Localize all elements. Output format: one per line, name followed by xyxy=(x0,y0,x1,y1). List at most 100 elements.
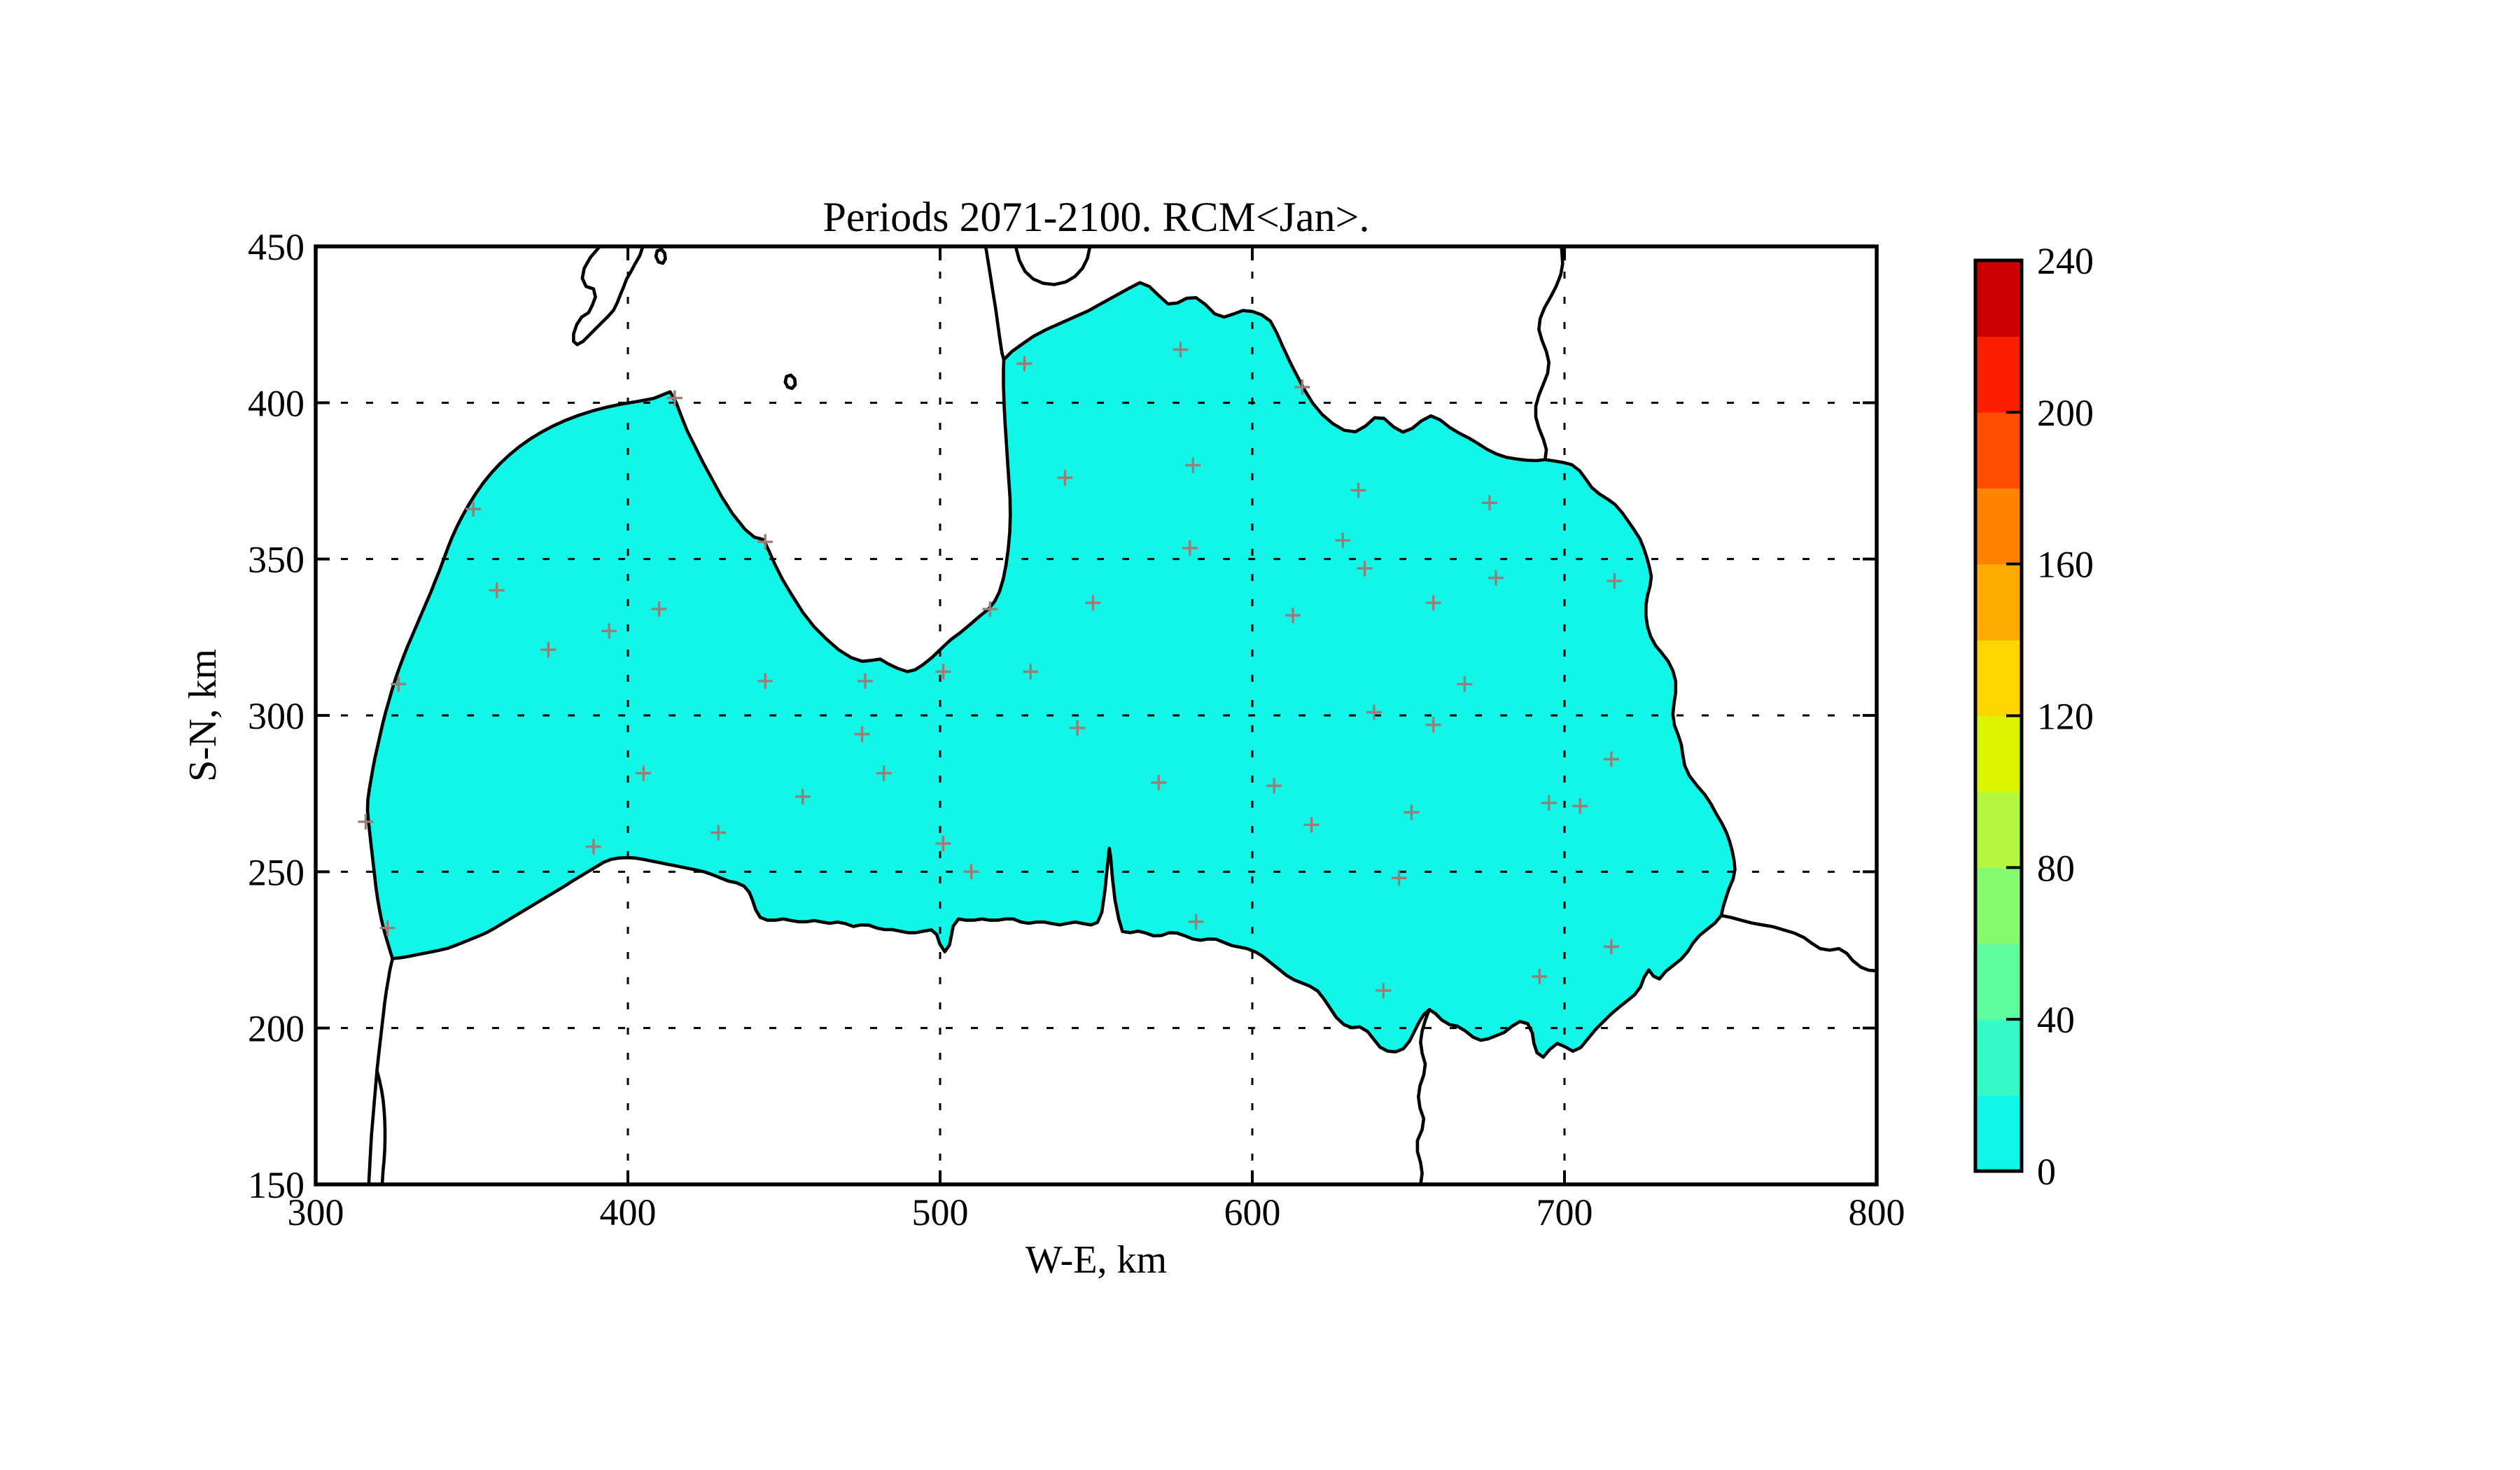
colorbar-segment xyxy=(1975,943,2022,1020)
colorbar-tick-label: 40 xyxy=(2037,999,2075,1041)
colorbar-segment xyxy=(1975,260,2022,337)
rcm-grid-marker xyxy=(935,664,951,680)
y-tick-labels: 150 200 250 300 350 400 450 xyxy=(248,226,304,1206)
y-tick-label: 350 xyxy=(248,539,304,581)
small-islet-outline xyxy=(654,248,667,265)
rcm-grid-marker xyxy=(1488,570,1504,586)
y-axis-label: S-N, km xyxy=(181,649,225,782)
rcm-grid-marker xyxy=(585,839,601,855)
colorbar-tick-label: 120 xyxy=(2037,696,2094,738)
y-tick-label: 200 xyxy=(248,1008,304,1050)
rcm-grid-marker xyxy=(358,813,374,830)
rcm-grid-marker xyxy=(636,765,652,781)
rcm-grid-marker xyxy=(1350,482,1366,498)
estonia-russia-border xyxy=(1534,246,1564,461)
rcm-grid-marker xyxy=(1425,595,1441,611)
rcm-grid-marker xyxy=(1085,595,1101,611)
colorbar-segment xyxy=(1975,488,2022,565)
colorbar-tick-label: 200 xyxy=(2037,392,2094,434)
x-tick-labels: 300 400 500 600 700 800 xyxy=(288,1191,1905,1233)
rcm-grid-marker xyxy=(1457,676,1473,692)
rcm-grid-marker xyxy=(1572,798,1588,814)
colorbar-segment xyxy=(1975,715,2022,792)
rcm-grid-marker xyxy=(666,390,682,406)
rcm-grid-marker xyxy=(1057,470,1073,486)
rcm-grid-marker xyxy=(465,501,482,517)
colorbar-segment xyxy=(1975,412,2022,489)
rcm-grid-marker xyxy=(982,601,998,617)
rcm-grid-marker xyxy=(1285,608,1301,624)
rcm-grid-marker xyxy=(1532,969,1548,984)
latvia-coastline xyxy=(365,281,1737,1059)
rcm-grid-marker xyxy=(1357,561,1373,577)
rcm-grid-marker xyxy=(1603,751,1619,767)
rcm-grid-marker xyxy=(876,765,892,781)
rcm-grid-marker xyxy=(757,534,774,550)
colorbar-segment xyxy=(1975,1019,2022,1096)
rcm-grid-marker xyxy=(1185,457,1201,473)
estonia-coastline xyxy=(983,246,1006,361)
rcm-grid-marker xyxy=(379,920,396,936)
rcm-grid-marker xyxy=(794,789,811,805)
y-tick-label: 250 xyxy=(248,851,304,893)
rcm-grid-marker xyxy=(1266,778,1282,794)
curonian-spit-line xyxy=(375,1068,387,1184)
y-tick-label: 450 xyxy=(248,226,304,268)
colorbar xyxy=(1973,258,2024,1173)
rcm-grid-marker xyxy=(1606,573,1623,589)
y-tick-label: 300 xyxy=(248,695,304,737)
rcm-grid-marker xyxy=(710,825,727,841)
rcm-grid-marker xyxy=(1303,817,1320,833)
lithuania-coastline xyxy=(367,957,394,1184)
x-tick-label: 700 xyxy=(1536,1191,1593,1233)
rcm-grid-marker xyxy=(1425,717,1441,733)
parnu-bay-coastline xyxy=(1014,246,1092,286)
colorbar-segment xyxy=(1975,1095,2022,1172)
rcm-grid-marker xyxy=(601,623,617,639)
colorbar-segment xyxy=(1975,640,2022,717)
rcm-grid-marker xyxy=(1182,540,1198,556)
lithuania-belarus-border xyxy=(1415,1008,1432,1184)
axes-frame xyxy=(314,244,1879,1186)
y-tick-label: 400 xyxy=(248,382,304,424)
rcm-grid-marker xyxy=(1603,939,1619,955)
rcm-grid-marker xyxy=(1482,495,1497,511)
rcm-grid-marker xyxy=(489,582,505,598)
colorbar-segment xyxy=(1975,791,2022,868)
rcm-grid-marker xyxy=(1376,983,1392,999)
rcm-grid-marker xyxy=(1366,704,1382,720)
x-tick-label: 400 xyxy=(600,1191,657,1233)
grid-point-markers xyxy=(358,342,1623,999)
y-tick-label: 150 xyxy=(248,1164,304,1206)
rcm-grid-marker xyxy=(757,673,774,689)
region-fill-layer xyxy=(368,282,1735,1058)
x-axis-label: W-E, km xyxy=(1026,1238,1167,1282)
rcm-grid-marker xyxy=(858,673,873,689)
plot-title: Periods 2071-2100. RCM<Jan>. xyxy=(822,194,1369,240)
coastlines-borders xyxy=(365,246,1877,1184)
ruhnu-island-outline xyxy=(783,373,797,391)
rcm-grid-marker xyxy=(651,601,667,617)
rcm-grid-marker xyxy=(1294,379,1310,395)
saaremaa-island-outline xyxy=(572,246,645,346)
rcm-grid-marker xyxy=(1023,664,1039,680)
belarus-russia-border xyxy=(1719,913,1877,973)
colorbar-segment xyxy=(1975,336,2022,413)
rcm-grid-marker xyxy=(1404,804,1420,820)
rcm-grid-marker xyxy=(1541,795,1557,811)
rcm-grid-marker xyxy=(391,676,407,692)
colorbar-tick-label: 160 xyxy=(2037,544,2094,586)
colorbar-tick-label: 240 xyxy=(2037,240,2094,282)
x-tick-label: 300 xyxy=(288,1191,344,1233)
rcm-grid-marker xyxy=(1172,342,1189,358)
colorbar-tick-label: 0 xyxy=(2037,1151,2056,1193)
colorbar-tick-labels: 0 40 80 120 160 200 240 xyxy=(2037,240,2094,1193)
colorbar-segment xyxy=(1975,867,2022,944)
rcm-grid-marker xyxy=(540,642,556,658)
rcm-grid-marker xyxy=(1188,913,1204,930)
rcm-grid-marker xyxy=(1335,532,1351,548)
rcm-grid-marker xyxy=(854,726,870,742)
x-tick-label: 500 xyxy=(912,1191,969,1233)
